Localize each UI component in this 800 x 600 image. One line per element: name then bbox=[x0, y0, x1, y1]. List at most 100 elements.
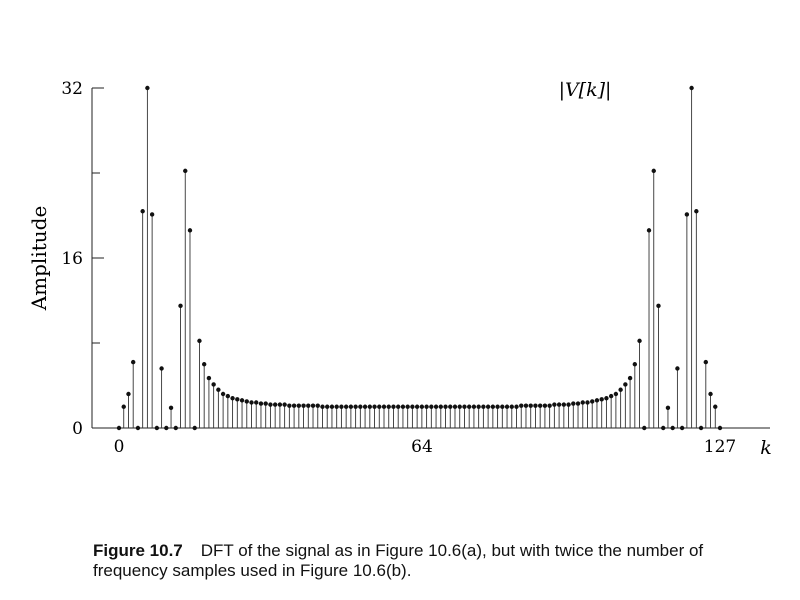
stem-point-k59 bbox=[396, 404, 401, 409]
stem-point-k102 bbox=[599, 397, 604, 402]
stem-point-k95 bbox=[566, 402, 571, 407]
stem-point-k96 bbox=[571, 401, 576, 406]
chart-title: |V[k]| bbox=[559, 79, 612, 101]
stem-point-k37 bbox=[291, 403, 297, 408]
stem-point-k97 bbox=[575, 401, 581, 406]
stem-point-k70 bbox=[448, 404, 453, 409]
stem-chart: 32 16 0 0 64 127 k Amplitude |V[k]| bbox=[27, 79, 772, 459]
stem-point-k51 bbox=[358, 404, 363, 409]
stem-point-k3 bbox=[130, 359, 136, 365]
stem-point-k65 bbox=[424, 404, 429, 409]
stem-point-k72 bbox=[457, 404, 462, 409]
stem-point-k61 bbox=[405, 404, 410, 409]
stem-point-k92 bbox=[552, 402, 557, 407]
stem-point-k106 bbox=[618, 387, 623, 392]
stem-point-k111 bbox=[642, 425, 647, 431]
stem-point-k84 bbox=[514, 404, 519, 409]
stem-point-k105 bbox=[613, 391, 619, 397]
stem-point-k11 bbox=[168, 405, 174, 411]
stem-point-k39 bbox=[301, 403, 306, 408]
stem-point-k79 bbox=[490, 404, 496, 409]
stem-point-k64 bbox=[419, 404, 425, 409]
stem-point-k10 bbox=[164, 425, 169, 431]
stem-point-k33 bbox=[272, 402, 278, 407]
stem-point-k31 bbox=[263, 401, 268, 406]
stem-point-k36 bbox=[287, 403, 292, 408]
stem-point-k30 bbox=[258, 401, 264, 406]
stem-point-k4 bbox=[135, 425, 141, 431]
stem-point-k24 bbox=[230, 396, 235, 401]
stem-point-k120 bbox=[684, 212, 690, 217]
figure-number: Figure 10.7 bbox=[93, 541, 183, 560]
stem-point-k56 bbox=[381, 404, 387, 409]
stem-point-k69 bbox=[443, 404, 448, 409]
stem-point-k103 bbox=[604, 396, 609, 401]
stem-point-k91 bbox=[547, 403, 552, 408]
stem-point-k25 bbox=[235, 397, 240, 402]
stem-point-k126 bbox=[713, 404, 718, 409]
stem-point-k121 bbox=[689, 85, 694, 91]
stem-point-k13 bbox=[178, 303, 183, 309]
stem-point-k1 bbox=[121, 404, 126, 409]
stem-point-k29 bbox=[254, 400, 259, 405]
stem-point-k18 bbox=[201, 362, 207, 367]
stem-point-k50 bbox=[353, 404, 358, 409]
stem-point-k116 bbox=[665, 405, 671, 411]
stem-point-k15 bbox=[187, 228, 193, 233]
stem-point-k108 bbox=[627, 375, 633, 381]
stem-point-k82 bbox=[504, 404, 510, 409]
stem-point-k60 bbox=[400, 404, 406, 409]
y-tick-label-16: 16 bbox=[61, 249, 83, 269]
stem-point-k63 bbox=[414, 404, 420, 409]
stem-point-k14 bbox=[183, 168, 188, 174]
stem-point-k54 bbox=[372, 404, 377, 409]
stem-point-k78 bbox=[485, 404, 491, 409]
stem-point-k110 bbox=[637, 338, 642, 344]
stem-point-k86 bbox=[523, 403, 529, 408]
stem-point-k23 bbox=[225, 393, 231, 399]
stem-point-k117 bbox=[670, 425, 675, 431]
stem-point-k62 bbox=[410, 404, 415, 409]
stem-point-k115 bbox=[661, 425, 666, 431]
stem-point-k107 bbox=[623, 382, 628, 387]
stem-point-k123 bbox=[698, 425, 704, 431]
y-axis-label: Amplitude bbox=[27, 206, 51, 312]
stem-point-k2 bbox=[126, 391, 131, 397]
stem-point-k16 bbox=[192, 425, 197, 431]
stem-point-k28 bbox=[249, 400, 254, 405]
stem-point-k101 bbox=[594, 398, 600, 403]
stem-point-k22 bbox=[220, 391, 226, 397]
stem-point-k99 bbox=[585, 400, 590, 405]
stem-point-k6 bbox=[145, 85, 150, 91]
stem-point-k122 bbox=[694, 209, 699, 214]
stem-point-k119 bbox=[679, 425, 685, 431]
stem-point-k68 bbox=[438, 404, 443, 409]
stem-point-k52 bbox=[362, 404, 368, 409]
x-tick-label-127: 127 bbox=[704, 437, 736, 457]
y-tick-label-32: 32 bbox=[61, 79, 83, 99]
stem-point-k34 bbox=[277, 402, 283, 407]
stem-point-k67 bbox=[433, 404, 439, 409]
stem-point-k9 bbox=[159, 366, 164, 371]
stem-point-k46 bbox=[334, 404, 339, 409]
stem-point-k44 bbox=[325, 404, 330, 409]
stem-point-k104 bbox=[608, 393, 614, 399]
figure-caption: Figure 10.7 DFT of the signal as in Figur… bbox=[93, 541, 773, 581]
stem-point-k80 bbox=[495, 404, 500, 409]
stem-point-k125 bbox=[708, 391, 713, 397]
stem-point-k83 bbox=[509, 404, 514, 409]
stem-point-k21 bbox=[216, 387, 221, 392]
stem-point-k85 bbox=[519, 403, 524, 408]
stem-point-k19 bbox=[206, 375, 212, 381]
stem-point-k93 bbox=[556, 402, 562, 407]
stem-point-k109 bbox=[632, 362, 638, 367]
stem-point-k73 bbox=[462, 404, 467, 409]
stem-point-k55 bbox=[377, 404, 382, 409]
stem-point-k8 bbox=[154, 425, 160, 431]
stem-point-k40 bbox=[306, 403, 311, 408]
stem-point-k113 bbox=[651, 168, 656, 174]
stem-point-k38 bbox=[296, 403, 302, 408]
stem-point-k45 bbox=[329, 404, 335, 409]
stem-point-k87 bbox=[528, 403, 533, 408]
stem-point-k42 bbox=[315, 403, 320, 408]
